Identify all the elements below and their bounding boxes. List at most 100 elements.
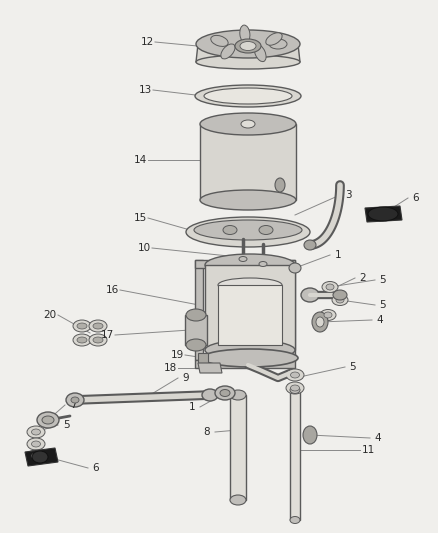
Bar (195, 360, 295, 368)
Text: 11: 11 (361, 445, 374, 455)
Ellipse shape (186, 309, 206, 321)
Ellipse shape (205, 254, 295, 276)
Ellipse shape (196, 30, 300, 58)
Bar (290, 390, 300, 520)
Ellipse shape (71, 397, 79, 403)
Text: 4: 4 (374, 433, 381, 443)
Bar (230, 395, 246, 500)
Ellipse shape (196, 55, 300, 69)
Ellipse shape (289, 263, 301, 273)
Ellipse shape (324, 312, 332, 318)
Text: 5: 5 (380, 300, 386, 310)
Ellipse shape (32, 441, 40, 447)
Ellipse shape (336, 297, 344, 303)
Ellipse shape (259, 225, 273, 235)
Ellipse shape (202, 389, 218, 401)
Text: 3: 3 (345, 190, 351, 200)
Ellipse shape (368, 207, 398, 221)
Ellipse shape (301, 288, 319, 302)
Ellipse shape (27, 450, 45, 462)
Ellipse shape (27, 426, 45, 438)
Text: 15: 15 (134, 213, 147, 223)
Ellipse shape (200, 190, 296, 210)
Text: 12: 12 (140, 37, 154, 47)
Text: 8: 8 (204, 427, 210, 437)
Ellipse shape (66, 393, 84, 407)
Text: 6: 6 (413, 193, 419, 203)
Ellipse shape (32, 453, 40, 459)
Ellipse shape (194, 220, 302, 240)
Ellipse shape (204, 88, 292, 104)
Text: 5: 5 (380, 275, 386, 285)
Text: 10: 10 (138, 243, 151, 253)
Ellipse shape (286, 382, 304, 394)
Ellipse shape (89, 334, 107, 346)
Ellipse shape (290, 386, 300, 393)
Ellipse shape (93, 323, 103, 329)
Ellipse shape (266, 33, 282, 45)
Ellipse shape (303, 426, 317, 444)
Ellipse shape (275, 178, 285, 192)
Ellipse shape (290, 385, 300, 391)
Ellipse shape (241, 120, 255, 128)
Ellipse shape (322, 281, 338, 293)
Text: 5: 5 (63, 420, 69, 430)
Polygon shape (185, 315, 207, 345)
Ellipse shape (32, 451, 48, 463)
Polygon shape (198, 353, 208, 363)
Ellipse shape (77, 337, 87, 343)
Ellipse shape (312, 312, 328, 332)
Text: 6: 6 (93, 463, 99, 473)
Ellipse shape (332, 295, 348, 305)
Ellipse shape (42, 416, 54, 424)
Text: 17: 17 (100, 330, 113, 340)
Ellipse shape (220, 390, 230, 397)
Ellipse shape (230, 495, 246, 505)
Ellipse shape (73, 334, 91, 346)
Ellipse shape (211, 35, 228, 46)
Ellipse shape (286, 369, 304, 381)
Ellipse shape (186, 217, 310, 247)
Polygon shape (200, 124, 296, 200)
Text: 2: 2 (360, 273, 366, 283)
Text: 4: 4 (377, 315, 383, 325)
Ellipse shape (195, 85, 301, 107)
Ellipse shape (304, 240, 316, 250)
Ellipse shape (205, 340, 295, 360)
Polygon shape (218, 285, 282, 345)
Ellipse shape (326, 284, 334, 290)
Ellipse shape (240, 42, 256, 51)
Polygon shape (365, 206, 402, 222)
Polygon shape (25, 448, 58, 466)
Text: 16: 16 (106, 285, 119, 295)
Text: 9: 9 (183, 373, 189, 383)
Ellipse shape (27, 438, 45, 450)
Ellipse shape (221, 44, 235, 59)
Bar (287, 260, 295, 360)
Ellipse shape (32, 429, 40, 435)
Text: 7: 7 (70, 400, 76, 410)
Ellipse shape (254, 45, 266, 62)
Polygon shape (198, 363, 222, 373)
Ellipse shape (316, 317, 324, 327)
Text: 14: 14 (134, 155, 147, 165)
Ellipse shape (239, 256, 247, 262)
Ellipse shape (269, 39, 287, 49)
Text: 5: 5 (350, 362, 356, 372)
Ellipse shape (230, 390, 246, 400)
Ellipse shape (290, 372, 300, 378)
Ellipse shape (77, 323, 87, 329)
Ellipse shape (333, 290, 347, 300)
Ellipse shape (223, 225, 237, 235)
Bar (195, 260, 295, 268)
Ellipse shape (200, 113, 296, 135)
Ellipse shape (37, 412, 59, 428)
Ellipse shape (215, 386, 235, 400)
Text: 1: 1 (189, 402, 195, 412)
Text: 13: 13 (138, 85, 152, 95)
Ellipse shape (259, 262, 267, 266)
Text: 20: 20 (43, 310, 57, 320)
Ellipse shape (218, 278, 282, 292)
Ellipse shape (202, 349, 298, 367)
Ellipse shape (89, 320, 107, 332)
